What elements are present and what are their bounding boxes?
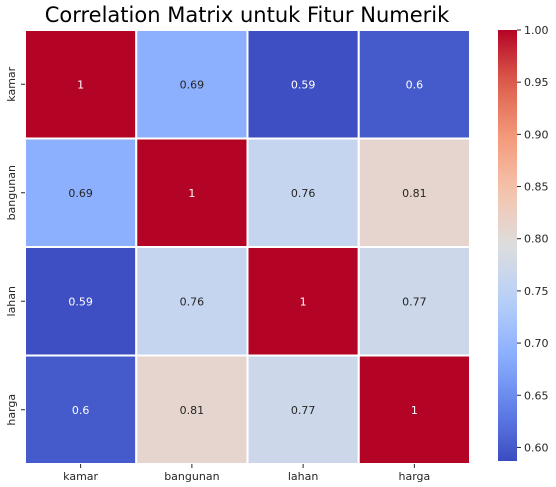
x-tick-label: kamar (63, 470, 98, 483)
heatmap-cell (135, 137, 249, 248)
x-tick-label: lahan (288, 470, 319, 483)
colorbar-tick-label: 1.00 (524, 24, 549, 37)
heatmap-cell (135, 354, 249, 465)
chart-title: Correlation Matrix untuk Fitur Numerik (45, 3, 450, 27)
colorbar-tick-label: 0.85 (524, 181, 549, 194)
colorbar-tick-label: 0.95 (524, 76, 549, 89)
heatmap-cell (135, 29, 249, 140)
cell-value-label: 1 (300, 295, 307, 308)
cell-value-label: 1 (188, 187, 195, 200)
x-axis: kamar bangunan lahan harga (63, 464, 430, 483)
heatmap-cell (357, 137, 471, 248)
colorbar-tick-label: 0.60 (524, 441, 549, 454)
cell-value-label: 0.81 (180, 404, 205, 417)
y-axis: kamar bangunan lahan harga (5, 66, 25, 426)
colorbar-tick-label: 0.75 (524, 285, 549, 298)
y-tick-label: lahan (5, 286, 18, 317)
cell-value-label: 1 (411, 404, 418, 417)
heatmap-cell-labels: 1 0.69 0.59 0.6 0.69 1 0.76 0.81 0.59 0.76 1 0.77 0.… (68, 78, 426, 417)
x-tick-label: harga (398, 470, 430, 483)
cell-value-label: 0.6 (406, 78, 424, 91)
heatmap-cell (246, 29, 360, 140)
cell-value-label: 0.59 (291, 78, 316, 91)
colorbar: 0.60 0.65 0.70 0.75 0.80 0.85 0.90 0.95 1.00 (498, 24, 549, 461)
cell-value-label: 0.81 (402, 187, 427, 200)
cell-value-label: 1 (77, 78, 84, 91)
heatmap-cell (357, 246, 471, 357)
colorbar-tick-label: 0.65 (524, 389, 549, 402)
heatmap-cell (357, 29, 471, 140)
heatmap-cell (135, 246, 249, 357)
cell-value-label: 0.69 (180, 78, 205, 91)
y-tick-label: kamar (5, 66, 18, 101)
cell-value-label: 0.76 (291, 187, 316, 200)
colorbar-tick-label: 0.80 (524, 233, 549, 246)
colorbar-tick-label: 0.90 (524, 128, 549, 141)
x-tick-label: bangunan (164, 470, 219, 483)
cell-value-label: 0.6 (72, 404, 90, 417)
colorbar-tick-label: 0.70 (524, 337, 549, 350)
cell-value-label: 0.77 (402, 295, 427, 308)
y-tick-label: bangunan (5, 165, 18, 220)
cell-value-label: 0.59 (68, 295, 93, 308)
heatmap-cells (24, 29, 471, 465)
heatmap-cell (357, 354, 471, 465)
cell-value-label: 0.69 (68, 187, 93, 200)
y-tick-label: harga (5, 394, 18, 426)
cell-value-label: 0.77 (291, 404, 316, 417)
colorbar-gradient (498, 30, 517, 461)
cell-value-label: 0.76 (180, 295, 205, 308)
heatmap-cell (24, 29, 138, 140)
